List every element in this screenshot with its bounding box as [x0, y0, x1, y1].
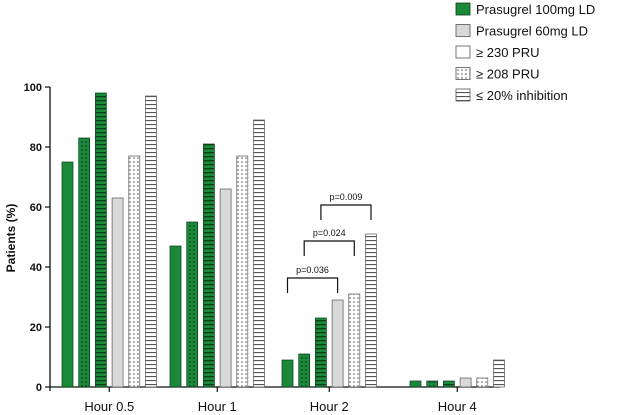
y-tick-label: 0 [36, 382, 42, 394]
bars [62, 93, 505, 387]
bar [366, 234, 377, 387]
legend-swatch [456, 25, 470, 37]
bar [187, 222, 198, 387]
bar [282, 360, 293, 387]
bar [410, 381, 421, 387]
x-tick-label: Hour 4 [438, 399, 477, 414]
bar [477, 378, 488, 387]
p-value-annotations: p=0.036 p=0.024 p=0.009 [288, 192, 372, 293]
bar [237, 156, 248, 387]
bar [332, 300, 343, 387]
legend: Prasugrel 100mg LD Prasugrel 60mg LD ≥ 230… [456, 2, 595, 103]
p-value-label: p=0.009 [330, 192, 363, 202]
y-tick-label: 40 [30, 262, 42, 274]
bar [170, 246, 181, 387]
bar [494, 360, 505, 387]
bar [146, 96, 157, 387]
legend-swatch [456, 3, 470, 15]
p-value-label: p=0.024 [313, 228, 346, 238]
y-tick-label: 20 [30, 322, 42, 334]
x-tick-label: Hour 1 [198, 399, 237, 414]
legend-label: ≤ 20% inhibition [476, 88, 568, 103]
p-value-bracket [288, 278, 338, 293]
bar [203, 144, 214, 387]
bar [62, 162, 73, 387]
bar [299, 354, 310, 387]
legend-label: ≥ 230 PRU [476, 45, 540, 60]
legend-label: Prasugrel 60mg LD [476, 24, 588, 39]
p-value-bracket [304, 241, 354, 256]
legend-swatch [456, 68, 470, 80]
legend-swatch [456, 46, 470, 58]
bar [443, 381, 454, 387]
x-tick-label: Hour 2 [310, 399, 349, 414]
bar [427, 381, 438, 387]
y-axis-title: Patients (%) [4, 204, 18, 273]
bar [254, 120, 265, 387]
bar [112, 198, 123, 387]
bar [95, 93, 106, 387]
y-tick-label: 60 [30, 202, 42, 214]
legend-label: ≥ 208 PRU [476, 67, 540, 82]
bar [460, 378, 471, 387]
bar [129, 156, 140, 387]
bar [79, 138, 90, 387]
bar [315, 318, 326, 387]
bar [349, 294, 360, 387]
p-value-bracket [321, 205, 371, 220]
y-tick-label: 80 [30, 142, 42, 154]
p-value-label: p=0.036 [296, 265, 329, 275]
y-tick-label: 100 [24, 82, 42, 94]
legend-label: Prasugrel 100mg LD [476, 2, 595, 17]
bar [220, 189, 231, 387]
legend-swatch [456, 89, 470, 101]
x-tick-label: Hour 0.5 [84, 399, 134, 414]
